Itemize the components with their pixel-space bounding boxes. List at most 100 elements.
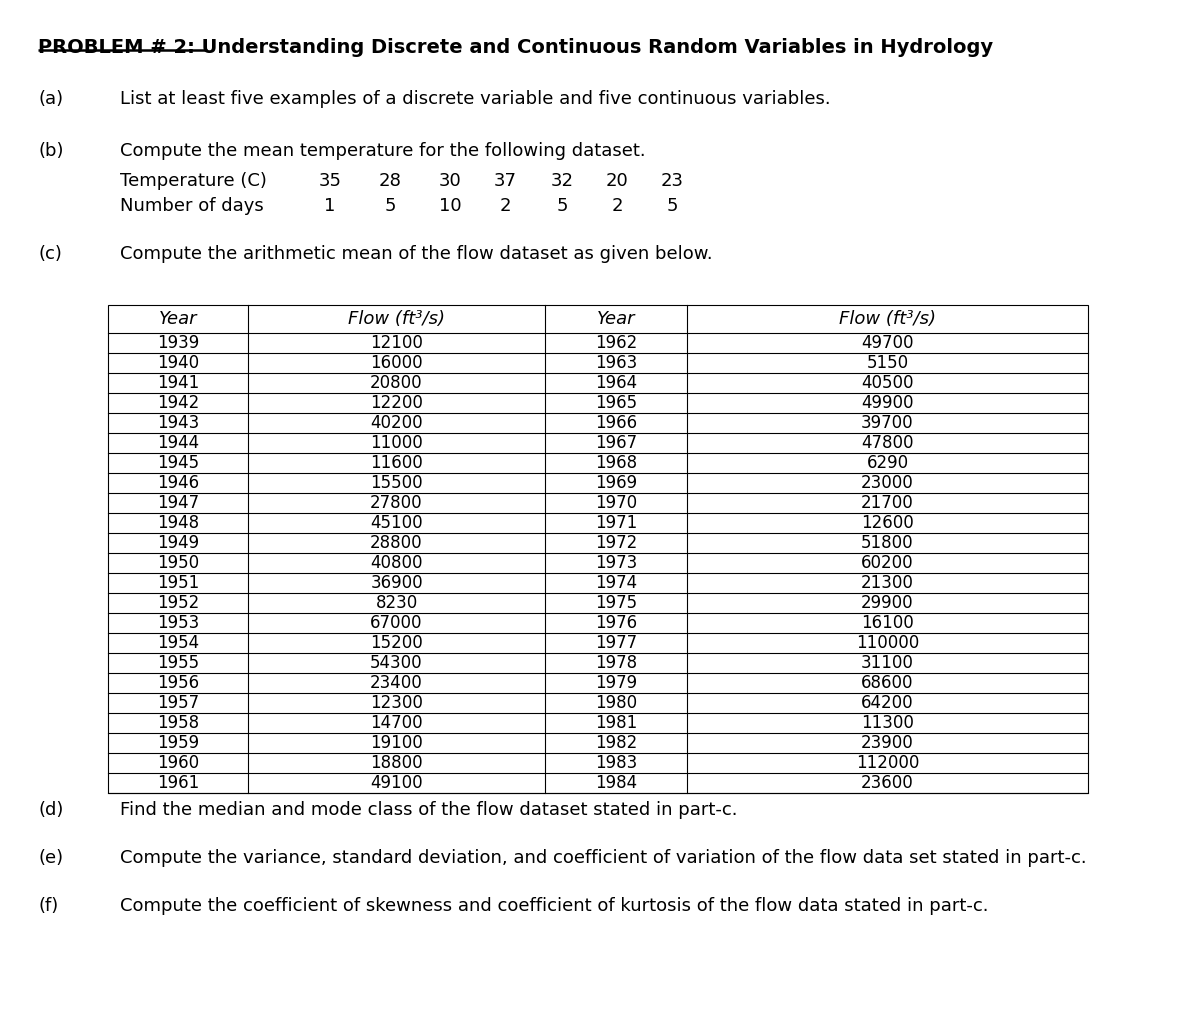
Text: (c): (c) [38, 245, 62, 263]
Text: 1944: 1944 [157, 434, 199, 452]
Text: 1980: 1980 [595, 694, 637, 712]
Text: Temperature (C): Temperature (C) [120, 172, 266, 190]
Text: 1964: 1964 [595, 374, 637, 392]
Text: 1972: 1972 [595, 534, 637, 552]
Text: 1975: 1975 [595, 594, 637, 612]
Text: 5150: 5150 [866, 354, 908, 372]
Text: 1973: 1973 [595, 554, 637, 572]
Text: 1957: 1957 [157, 694, 199, 712]
Text: 20: 20 [606, 172, 629, 190]
Text: 49900: 49900 [862, 394, 913, 412]
Text: 1977: 1977 [595, 634, 637, 652]
Text: 64200: 64200 [862, 694, 914, 712]
Text: 10: 10 [439, 197, 461, 215]
Text: 47800: 47800 [862, 434, 913, 452]
Text: 23900: 23900 [862, 734, 914, 752]
Text: Find the median and mode class of the flow dataset stated in part-c.: Find the median and mode class of the fl… [120, 801, 738, 819]
Text: Compute the variance, standard deviation, and coefficient of variation of the fl: Compute the variance, standard deviation… [120, 849, 1087, 867]
Text: 1962: 1962 [595, 334, 637, 352]
Text: 11300: 11300 [862, 714, 914, 732]
Text: 20800: 20800 [370, 374, 422, 392]
Text: 23: 23 [660, 172, 684, 190]
Text: 23400: 23400 [370, 674, 422, 692]
Text: 1954: 1954 [157, 634, 199, 652]
Text: 1942: 1942 [157, 394, 199, 412]
Text: 16100: 16100 [862, 614, 914, 632]
Text: 1940: 1940 [157, 354, 199, 372]
Text: 40500: 40500 [862, 374, 913, 392]
Text: 112000: 112000 [856, 754, 919, 772]
Text: Flow (ft³/s): Flow (ft³/s) [839, 310, 936, 328]
Text: 60200: 60200 [862, 554, 914, 572]
Text: List at least five examples of a discrete variable and five continuous variables: List at least five examples of a discret… [120, 90, 830, 108]
Text: 1970: 1970 [595, 494, 637, 512]
Text: 19100: 19100 [370, 734, 422, 752]
Text: 21300: 21300 [862, 574, 914, 592]
Text: 1: 1 [324, 197, 336, 215]
Text: 1981: 1981 [595, 714, 637, 732]
Text: 1946: 1946 [157, 474, 199, 492]
Text: 1945: 1945 [157, 454, 199, 472]
Text: 1983: 1983 [595, 754, 637, 772]
Text: 12300: 12300 [370, 694, 422, 712]
Text: 1941: 1941 [157, 374, 199, 392]
Text: 1960: 1960 [157, 754, 199, 772]
Text: 1978: 1978 [595, 654, 637, 672]
Text: 110000: 110000 [856, 634, 919, 652]
Text: 27800: 27800 [370, 494, 422, 512]
Text: 68600: 68600 [862, 674, 913, 692]
Bar [108, 305, 1088, 793]
Text: (d): (d) [38, 801, 64, 819]
Text: 36900: 36900 [370, 574, 422, 592]
Text: PROBLEM # 2: Understanding Discrete and Continuous Random Variables in Hydrology: PROBLEM # 2: Understanding Discrete and … [38, 38, 994, 57]
Text: 11000: 11000 [370, 434, 422, 452]
Text: 1949: 1949 [157, 534, 199, 552]
Text: 15500: 15500 [370, 474, 422, 492]
Text: 49100: 49100 [370, 774, 422, 792]
Text: 1968: 1968 [595, 454, 637, 472]
Text: Compute the mean temperature for the following dataset.: Compute the mean temperature for the fol… [120, 142, 646, 160]
Text: Flow (ft³/s): Flow (ft³/s) [348, 310, 445, 328]
Text: 1971: 1971 [595, 514, 637, 532]
Text: 1969: 1969 [595, 474, 637, 492]
Text: 1958: 1958 [157, 714, 199, 732]
Text: 1953: 1953 [157, 614, 199, 632]
Text: 1976: 1976 [595, 614, 637, 632]
Text: 8230: 8230 [376, 594, 418, 612]
Text: (f): (f) [38, 897, 59, 915]
Text: Number of days: Number of days [120, 197, 264, 215]
Text: 1967: 1967 [595, 434, 637, 452]
Text: 5: 5 [384, 197, 396, 215]
Text: 37: 37 [493, 172, 516, 190]
Text: 1961: 1961 [157, 774, 199, 792]
Text: 1952: 1952 [157, 594, 199, 612]
Text: Compute the arithmetic mean of the flow dataset as given below.: Compute the arithmetic mean of the flow … [120, 245, 713, 263]
Text: 51800: 51800 [862, 534, 914, 552]
Text: 12200: 12200 [370, 394, 422, 412]
Text: 1950: 1950 [157, 554, 199, 572]
Text: 12100: 12100 [370, 334, 422, 352]
Text: 1943: 1943 [157, 414, 199, 432]
Text: 21700: 21700 [862, 494, 914, 512]
Text: 40800: 40800 [371, 554, 422, 572]
Text: 1959: 1959 [157, 734, 199, 752]
Text: 32: 32 [551, 172, 574, 190]
Text: 1948: 1948 [157, 514, 199, 532]
Text: 1955: 1955 [157, 654, 199, 672]
Text: (a): (a) [38, 90, 64, 108]
Text: 31100: 31100 [862, 654, 914, 672]
Text: 12600: 12600 [862, 514, 914, 532]
Text: 45100: 45100 [370, 514, 422, 532]
Text: 2: 2 [499, 197, 511, 215]
Text: 1963: 1963 [595, 354, 637, 372]
Text: 23000: 23000 [862, 474, 914, 492]
Text: (b): (b) [38, 142, 64, 160]
Text: 1979: 1979 [595, 674, 637, 692]
Text: 30: 30 [439, 172, 461, 190]
Text: (e): (e) [38, 849, 64, 867]
Text: 1984: 1984 [595, 774, 637, 792]
Text: 39700: 39700 [862, 414, 914, 432]
Text: 29900: 29900 [862, 594, 914, 612]
Text: 1956: 1956 [157, 674, 199, 692]
Text: 1974: 1974 [595, 574, 637, 592]
